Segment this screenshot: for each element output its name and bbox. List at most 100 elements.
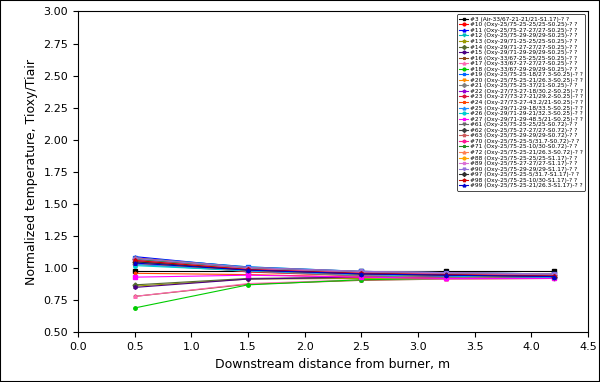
- Line: #62 (Oxy-25/75-27-27/27-S0.72)-? ?: #62 (Oxy-25/75-27-27/27-S0.72)-? ?: [133, 257, 556, 277]
- #89 (Oxy-25/75-27-27/27-S1.17)-? ?: [131, 258, 138, 263]
- #3 (Air-33/67-21-21/21-S1.17)-? ?: [550, 269, 557, 273]
- #21 (Oxy-25/75-25-37/21-S0.25)-? ?: [244, 269, 251, 274]
- Line: #61 (Oxy-25/75-25-25/25-S0.72)-? ?: #61 (Oxy-25/75-25-25/25-S0.72)-? ?: [133, 260, 556, 278]
- #72 (Oxy-25/75-25-21/26.3-S0.72)-? ?: [244, 268, 251, 272]
- #17 (Oxy-33/67-27-27/27-S0.25)-? ?: [244, 281, 251, 286]
- #63 (Oxy-25/75-29-29/29-S0.72)-? ?: [131, 256, 138, 260]
- #98 (Oxy-25/75-25-10/30-S1.17)-? ?: [244, 267, 251, 272]
- Line: #70 (Oxy-25/75-25-5/31.7-S0.72)-? ?: #70 (Oxy-25/75-25-5/31.7-S0.72)-? ?: [133, 259, 556, 277]
- #18 (Oxy-33/67-29-29/29-S0.25)-? ?: [131, 306, 138, 310]
- Line: #11 (Oxy-25/75-27-27/27-S0.25)-? ?: #11 (Oxy-25/75-27-27/27-S0.25)-? ?: [133, 255, 556, 277]
- #62 (Oxy-25/75-27-27/27-S0.72)-? ?: [131, 257, 138, 261]
- #18 (Oxy-33/67-29-29/29-S0.25)-? ?: [358, 277, 365, 282]
- #20 (Oxy-25/75-25-21/26.3-S0.25)-? ?: [550, 274, 557, 278]
- #17 (Oxy-33/67-27-27/27-S0.25)-? ?: [550, 276, 557, 281]
- #27 (Oxy-29/71-29-48.5/21-S0.25)-? ?: [244, 273, 251, 277]
- #14 (Oxy-29/71-27-27/27-S0.25)-? ?: [358, 275, 365, 280]
- #27 (Oxy-29/71-29-48.5/21-S0.25)-? ?: [550, 276, 557, 281]
- #20 (Oxy-25/75-25-21/26.3-S0.25)-? ?: [131, 258, 138, 263]
- #90 (Oxy-25/75-29-29/29-S1.17)-? ?: [131, 256, 138, 261]
- Line: #23 (Oxy-27/73-27-21/29.2-S0.25)-? ?: #23 (Oxy-27/73-27-21/29.2-S0.25)-? ?: [133, 260, 556, 278]
- Legend: #3 (Air-33/67-21-21/21-S1.17)-? ?, #10 (Oxy-25/75-25-25/25-S0.25)-? ?, #11 (Oxy-: #3 (Air-33/67-21-21/21-S1.17)-? ?, #10 (…: [457, 15, 585, 191]
- #72 (Oxy-25/75-25-21/26.3-S0.72)-? ?: [550, 274, 557, 279]
- #15 (Oxy-29/71-29-29/29-S0.25)-? ?: [244, 277, 251, 282]
- #11 (Oxy-25/75-27-27/27-S0.25)-? ?: [443, 272, 450, 276]
- #88 (Oxy-25/75-25-25/25-S1.17)-? ?: [443, 273, 450, 277]
- #23 (Oxy-27/73-27-21/29.2-S0.25)-? ?: [358, 272, 365, 276]
- #62 (Oxy-25/75-27-27/27-S0.72)-? ?: [244, 267, 251, 271]
- #88 (Oxy-25/75-25-25/25-S1.17)-? ?: [550, 274, 557, 279]
- #63 (Oxy-25/75-29-29/29-S0.72)-? ?: [244, 265, 251, 270]
- #12 (Oxy-25/75-29-29/29-S0.25)-? ?: [443, 270, 450, 275]
- #16 (Oxy-33/67-25-25/25-S0.25)-? ?: [550, 276, 557, 281]
- #17 (Oxy-33/67-27-27/27-S0.25)-? ?: [131, 294, 138, 299]
- #19 (Oxy-25/75-25-18/27.3-S0.25)-? ?: [131, 256, 138, 260]
- #26 (Oxy-29/71-29-21/32.3-S0.25)-? ?: [131, 263, 138, 268]
- #72 (Oxy-25/75-25-21/26.3-S0.72)-? ?: [358, 272, 365, 276]
- #25 (Oxy-29/71-29-18/33.5-S0.25)-? ?: [358, 272, 365, 276]
- #25 (Oxy-29/71-29-18/33.5-S0.25)-? ?: [131, 262, 138, 267]
- #10 (Oxy-25/75-25-25/25-S0.25)-? ?: [550, 276, 557, 281]
- #19 (Oxy-25/75-25-18/27.3-S0.25)-? ?: [244, 265, 251, 269]
- #97 (Oxy-25/75-25-5/31.7-S1.17)-? ?: [358, 272, 365, 276]
- Y-axis label: Normalized temperature, Tioxy/Tiair: Normalized temperature, Tioxy/Tiair: [25, 59, 38, 285]
- #18 (Oxy-33/67-29-29/29-S0.25)-? ?: [550, 275, 557, 280]
- #22 (Oxy-27/73-27-18/30.2-S0.25)-? ?: [131, 261, 138, 265]
- #22 (Oxy-27/73-27-18/30.2-S0.25)-? ?: [244, 269, 251, 273]
- #11 (Oxy-25/75-27-27/27-S0.25)-? ?: [358, 270, 365, 275]
- #23 (Oxy-27/73-27-21/29.2-S0.25)-? ?: [131, 259, 138, 264]
- #71 (Oxy-25/75-25-10/30-S0.72)-? ?: [131, 257, 138, 261]
- #71 (Oxy-25/75-25-10/30-S0.72)-? ?: [358, 270, 365, 275]
- Line: #13 (Oxy-29/71-25-25/25-S0.25)-? ?: #13 (Oxy-29/71-25-25/25-S0.25)-? ?: [133, 275, 556, 288]
- #13 (Oxy-29/71-25-25/25-S0.25)-? ?: [358, 276, 365, 281]
- #11 (Oxy-25/75-27-27/27-S0.25)-? ?: [244, 265, 251, 270]
- #99 (Oxy-25/75-25-21/26.3-S1.17)-? ?: [358, 272, 365, 276]
- #17 (Oxy-33/67-27-27/27-S0.25)-? ?: [443, 277, 450, 282]
- Line: #19 (Oxy-25/75-25-18/27.3-S0.25)-? ?: #19 (Oxy-25/75-25-18/27.3-S0.25)-? ?: [133, 256, 556, 276]
- #97 (Oxy-25/75-25-5/31.7-S1.17)-? ?: [131, 259, 138, 264]
- #24 (Oxy-27/73-27-43.2/21-S0.25)-? ?: [244, 272, 251, 277]
- #3 (Air-33/67-21-21/21-S1.17)-? ?: [131, 269, 138, 273]
- #61 (Oxy-25/75-25-25/25-S0.72)-? ?: [358, 272, 365, 276]
- #97 (Oxy-25/75-25-5/31.7-S1.17)-? ?: [443, 273, 450, 277]
- Line: #98 (Oxy-25/75-25-10/30-S1.17)-? ?: #98 (Oxy-25/75-25-10/30-S1.17)-? ?: [133, 259, 556, 278]
- #12 (Oxy-25/75-29-29/29-S0.25)-? ?: [550, 272, 557, 276]
- #3 (Air-33/67-21-21/21-S1.17)-? ?: [358, 269, 365, 273]
- #21 (Oxy-25/75-25-37/21-S0.25)-? ?: [358, 274, 365, 278]
- Line: #10 (Oxy-25/75-25-25/25-S0.25)-? ?: #10 (Oxy-25/75-25-25/25-S0.25)-? ?: [133, 259, 556, 280]
- #70 (Oxy-25/75-25-5/31.7-S0.72)-? ?: [244, 267, 251, 271]
- #24 (Oxy-27/73-27-43.2/21-S0.25)-? ?: [550, 276, 557, 281]
- #20 (Oxy-25/75-25-21/26.3-S0.25)-? ?: [443, 272, 450, 277]
- #61 (Oxy-25/75-25-25/25-S0.72)-? ?: [443, 273, 450, 277]
- Line: #12 (Oxy-25/75-29-29/29-S0.25)-? ?: #12 (Oxy-25/75-29-29/29-S0.25)-? ?: [133, 256, 556, 276]
- Line: #14 (Oxy-29/71-27-27/27-S0.25)-? ?: #14 (Oxy-29/71-27-27/27-S0.25)-? ?: [133, 275, 556, 286]
- #24 (Oxy-27/73-27-43.2/21-S0.25)-? ?: [358, 275, 365, 280]
- #11 (Oxy-25/75-27-27/27-S0.25)-? ?: [550, 273, 557, 277]
- Line: #90 (Oxy-25/75-29-29/29-S1.17)-? ?: #90 (Oxy-25/75-29-29/29-S1.17)-? ?: [133, 257, 556, 276]
- Line: #88 (Oxy-25/75-25-25/25-S1.17)-? ?: #88 (Oxy-25/75-25-25/25-S1.17)-? ?: [133, 261, 556, 278]
- Line: #21 (Oxy-25/75-25-37/21-S0.25)-? ?: #21 (Oxy-25/75-25-37/21-S0.25)-? ?: [133, 262, 556, 280]
- #99 (Oxy-25/75-25-21/26.3-S1.17)-? ?: [244, 268, 251, 272]
- X-axis label: Downstream distance from burner, m: Downstream distance from burner, m: [215, 358, 451, 371]
- #24 (Oxy-27/73-27-43.2/21-S0.25)-? ?: [443, 276, 450, 281]
- #23 (Oxy-27/73-27-21/29.2-S0.25)-? ?: [244, 268, 251, 272]
- #10 (Oxy-25/75-25-25/25-S0.25)-? ?: [443, 275, 450, 280]
- #18 (Oxy-33/67-29-29/29-S0.25)-? ?: [443, 276, 450, 281]
- #15 (Oxy-29/71-29-29/29-S0.25)-? ?: [443, 274, 450, 279]
- #89 (Oxy-25/75-27-27/27-S1.17)-? ?: [550, 273, 557, 277]
- #71 (Oxy-25/75-25-10/30-S0.72)-? ?: [550, 273, 557, 277]
- Line: #27 (Oxy-29/71-29-48.5/21-S0.25)-? ?: #27 (Oxy-29/71-29-48.5/21-S0.25)-? ?: [133, 274, 556, 280]
- #70 (Oxy-25/75-25-5/31.7-S0.72)-? ?: [550, 273, 557, 277]
- Line: #17 (Oxy-33/67-27-27/27-S0.25)-? ?: #17 (Oxy-33/67-27-27/27-S0.25)-? ?: [133, 277, 556, 298]
- Line: #63 (Oxy-25/75-29-29/29-S0.72)-? ?: #63 (Oxy-25/75-29-29/29-S0.72)-? ?: [133, 256, 556, 276]
- #61 (Oxy-25/75-25-25/25-S0.72)-? ?: [131, 259, 138, 264]
- Line: #71 (Oxy-25/75-25-10/30-S0.72)-? ?: #71 (Oxy-25/75-25-10/30-S0.72)-? ?: [133, 257, 556, 277]
- #88 (Oxy-25/75-25-25/25-S1.17)-? ?: [131, 261, 138, 265]
- Line: #26 (Oxy-29/71-29-21/32.3-S0.25)-? ?: #26 (Oxy-29/71-29-21/32.3-S0.25)-? ?: [133, 264, 556, 279]
- Line: #97 (Oxy-25/75-25-5/31.7-S1.17)-? ?: #97 (Oxy-25/75-25-5/31.7-S1.17)-? ?: [133, 260, 556, 278]
- #27 (Oxy-29/71-29-48.5/21-S0.25)-? ?: [131, 275, 138, 280]
- #98 (Oxy-25/75-25-10/30-S1.17)-? ?: [358, 271, 365, 275]
- #89 (Oxy-25/75-27-27/27-S1.17)-? ?: [358, 270, 365, 275]
- #12 (Oxy-25/75-29-29/29-S0.25)-? ?: [131, 256, 138, 260]
- #25 (Oxy-29/71-29-18/33.5-S0.25)-? ?: [244, 269, 251, 273]
